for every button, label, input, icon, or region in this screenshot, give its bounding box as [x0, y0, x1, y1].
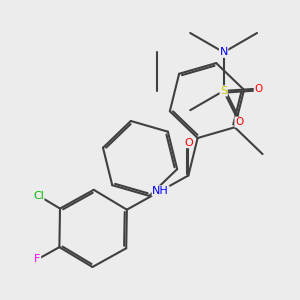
Text: N: N	[220, 47, 228, 57]
Text: Cl: Cl	[33, 191, 44, 201]
Text: F: F	[34, 254, 41, 264]
Text: O: O	[184, 138, 193, 148]
Text: O: O	[254, 84, 262, 94]
Text: O: O	[235, 117, 243, 127]
Text: NH: NH	[152, 186, 169, 196]
Text: S: S	[220, 86, 227, 96]
